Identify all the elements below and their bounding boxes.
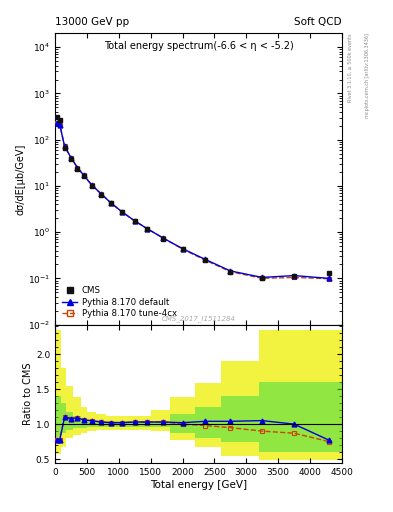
CMS (119, 209, 124, 215)
Bar (106, 421, 119, 427)
CMS (260, 275, 264, 282)
Bar (81, 407, 87, 433)
CMS (327, 270, 332, 276)
CMS (202, 257, 207, 263)
Bar (132, 416, 151, 430)
Line: CMS: CMS (54, 115, 332, 281)
CMS (69, 156, 73, 162)
Bar (151, 421, 170, 427)
Bar (119, 416, 132, 430)
Text: mcplots.cern.ch [arXiv:1306.3436]: mcplots.cern.ch [arXiv:1306.3436] (365, 33, 370, 118)
Text: 13000 GeV pp: 13000 GeV pp (55, 17, 129, 27)
Bar (87, 412, 96, 431)
Bar (170, 414, 195, 433)
Bar (66, 412, 73, 430)
Bar (170, 397, 195, 439)
CMS (132, 219, 137, 225)
CMS (62, 145, 67, 152)
Bar (58, 330, 61, 454)
Bar (106, 416, 119, 430)
Bar (259, 382, 342, 452)
CMS (292, 272, 296, 279)
Bar (221, 396, 259, 442)
CMS (75, 166, 80, 172)
Bar (96, 421, 106, 427)
Bar (66, 386, 73, 438)
Bar (61, 368, 66, 446)
CMS (99, 191, 104, 198)
CMS (108, 200, 113, 206)
CMS (228, 269, 233, 275)
Bar (119, 421, 132, 427)
X-axis label: Total energy [GeV]: Total energy [GeV] (150, 480, 247, 490)
Bar (195, 383, 221, 446)
Bar (259, 330, 342, 460)
Bar (58, 396, 61, 437)
CMS (180, 246, 185, 252)
Bar (132, 421, 151, 427)
Y-axis label: Ratio to CMS: Ratio to CMS (23, 362, 33, 425)
CMS (161, 236, 166, 242)
Bar (73, 397, 81, 435)
Bar (221, 361, 259, 456)
Bar (55, 330, 58, 454)
Bar (73, 416, 81, 429)
CMS (57, 117, 62, 123)
CMS (54, 114, 59, 120)
Text: Total energy spectrum(-6.6 < η < -5.2): Total energy spectrum(-6.6 < η < -5.2) (104, 40, 293, 51)
Bar (96, 414, 106, 430)
Bar (87, 420, 96, 427)
Text: Soft QCD: Soft QCD (294, 17, 342, 27)
CMS (81, 174, 86, 180)
Bar (61, 403, 66, 433)
Bar (195, 407, 221, 438)
Bar (55, 396, 58, 437)
Bar (81, 418, 87, 428)
Legend: CMS, Pythia 8.170 default, Pythia 8.170 tune-4cx: CMS, Pythia 8.170 default, Pythia 8.170 … (59, 284, 180, 321)
CMS (145, 226, 150, 232)
Y-axis label: dσ/dE[μb/GeV]: dσ/dE[μb/GeV] (15, 143, 25, 215)
Text: CMS_2017_I1511284: CMS_2017_I1511284 (162, 315, 235, 322)
CMS (89, 183, 94, 189)
Text: Rivet 3.1.10, ≥ 500k events: Rivet 3.1.10, ≥ 500k events (348, 33, 353, 102)
Bar (151, 410, 170, 431)
